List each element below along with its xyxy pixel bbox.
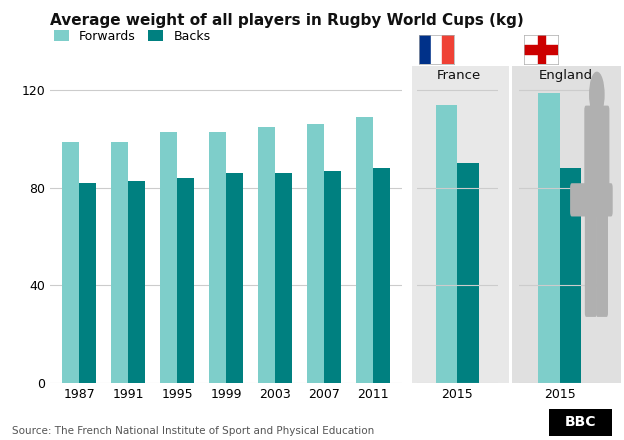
Bar	[442, 35, 454, 64]
Bar	[79, 183, 97, 383]
Bar	[324, 171, 341, 383]
Legend: Forwards, Backs: Forwards, Backs	[49, 25, 215, 48]
Bar	[275, 173, 292, 383]
Bar	[160, 132, 177, 383]
Bar	[177, 178, 194, 383]
FancyBboxPatch shape	[570, 183, 588, 216]
Text: France: France	[437, 69, 480, 82]
Bar	[111, 142, 129, 383]
FancyBboxPatch shape	[584, 106, 610, 204]
Text: Average weight of all players in Rugby World Cups (kg): Average weight of all players in Rugby W…	[50, 13, 524, 28]
Bar	[457, 164, 479, 383]
Ellipse shape	[590, 72, 604, 117]
Bar	[258, 127, 275, 383]
Bar	[373, 169, 390, 383]
Bar	[307, 125, 324, 383]
Bar	[436, 105, 457, 383]
Bar	[129, 180, 145, 383]
Bar	[356, 117, 373, 383]
Bar	[419, 35, 431, 64]
Bar	[62, 142, 79, 383]
Bar	[431, 35, 442, 64]
FancyBboxPatch shape	[585, 192, 597, 317]
FancyBboxPatch shape	[594, 183, 613, 216]
Text: England: England	[539, 69, 593, 82]
Bar	[560, 169, 582, 383]
FancyBboxPatch shape	[596, 192, 608, 317]
Bar	[538, 93, 560, 383]
Bar	[538, 35, 545, 64]
Bar	[226, 173, 243, 383]
Text: BBC: BBC	[565, 415, 596, 429]
Bar	[209, 132, 226, 383]
Text: Source: The French National Institute of Sport and Physical Education: Source: The French National Institute of…	[12, 425, 375, 436]
Bar	[524, 45, 558, 54]
